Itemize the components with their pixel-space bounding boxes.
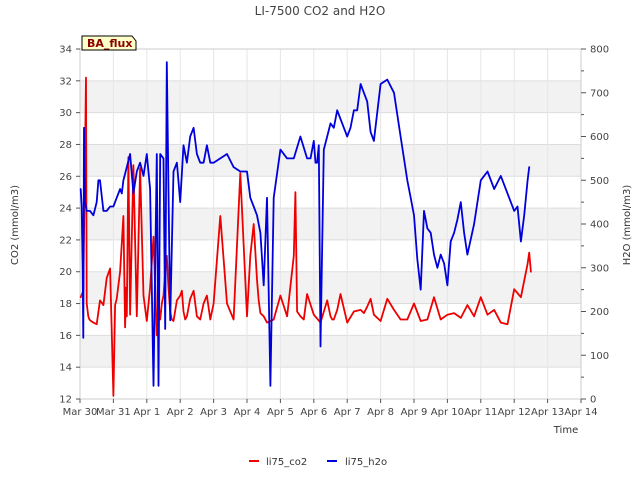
y-left-tick-label: 14 — [59, 363, 72, 374]
x-tick-label: Apr 2 — [167, 407, 194, 418]
y-right-tick-label: 400 — [590, 220, 609, 231]
x-axis-title: Time — [553, 425, 578, 436]
y-axis-left: 12 14 16 18 20 22 24 26 28 30 32 34 — [59, 45, 80, 406]
y-right-tick-label: 200 — [590, 307, 609, 318]
badge-label: BA_flux — [87, 37, 132, 50]
y-left-tick-label: 30 — [59, 108, 72, 119]
y-left-tick-label: 12 — [59, 395, 72, 406]
x-tick-label: Mar 31 — [96, 407, 131, 418]
x-tick-label: Mar 30 — [63, 407, 98, 418]
x-tick-label: Apr 10 — [431, 407, 464, 418]
x-tick-label: Apr 3 — [200, 407, 227, 418]
y-left-tick-label: 20 — [59, 267, 72, 278]
x-tick-label: Apr 8 — [367, 407, 394, 418]
x-tick-label: Apr 1 — [133, 407, 160, 418]
y-right-tick-label: 500 — [590, 176, 609, 187]
background-band — [80, 144, 581, 177]
legend-label-h2o: li75_h2o — [345, 457, 387, 468]
badge: BA_flux — [81, 35, 137, 51]
y-left-tick-label: 34 — [59, 45, 72, 56]
x-tick-label: Apr 7 — [334, 407, 361, 418]
series-line-li75_co2 — [79, 76, 532, 397]
y-axis-left-title: CO2 (mmol/m3) — [10, 185, 21, 265]
y-right-tick-label: 0 — [590, 395, 596, 406]
x-tick-label: Apr 4 — [234, 407, 261, 418]
y-right-tick-label: 800 — [590, 45, 609, 56]
y-left-tick-label: 32 — [59, 76, 72, 87]
series-lines — [79, 61, 532, 397]
y-right-tick-label: 300 — [590, 263, 609, 274]
x-tick-label: Apr 5 — [267, 407, 294, 418]
y-right-tick-label: 600 — [590, 132, 609, 143]
y-left-tick-label: 26 — [59, 172, 72, 183]
background-band — [80, 335, 581, 368]
y-left-tick-label: 22 — [59, 235, 72, 246]
y-left-tick-label: 18 — [59, 299, 72, 310]
legend: li75_co2 li75_h2o — [249, 457, 387, 468]
x-tick-label: Apr 12 — [498, 407, 531, 418]
background-bands — [80, 80, 581, 368]
legend-label-co2: li75_co2 — [266, 457, 307, 468]
x-tick-label: Apr 14 — [564, 407, 597, 418]
y-left-tick-label: 28 — [59, 140, 72, 151]
x-tick-label: Apr 11 — [464, 407, 497, 418]
y-axis-right: 0 100 200 300 400 500 600 700 800 — [581, 45, 609, 406]
chart-title: LI-7500 CO2 and H2O — [255, 4, 386, 18]
series-line-li75_h2o — [79, 61, 531, 387]
background-band — [80, 80, 581, 113]
y-right-tick-label: 700 — [590, 88, 609, 99]
y-axis-right-title: H2O (mmol/m3) — [622, 185, 633, 266]
x-tick-label: Apr 9 — [401, 407, 428, 418]
x-tick-label: Apr 6 — [300, 407, 327, 418]
y-left-tick-label: 24 — [59, 204, 72, 215]
y-right-tick-label: 100 — [590, 351, 609, 362]
y-left-tick-label: 16 — [59, 331, 72, 342]
gridlines — [79, 48, 582, 400]
x-tick-label: Apr 13 — [531, 407, 564, 418]
